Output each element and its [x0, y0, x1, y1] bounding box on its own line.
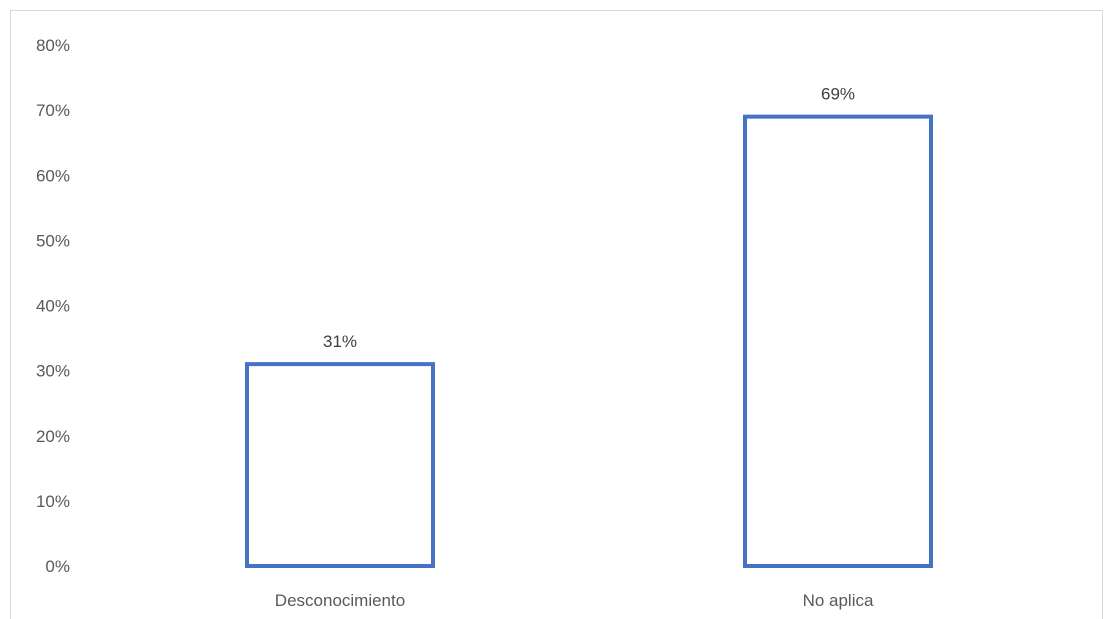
y-tick-label: 20% — [36, 427, 70, 446]
bar — [245, 362, 435, 568]
y-axis-ticks: 0% 10% 20% 30% 40% 50% 60% 70% 80% — [36, 36, 70, 576]
y-tick-label: 70% — [36, 101, 70, 120]
category-label: Desconocimiento — [275, 591, 405, 610]
y-tick-label: 30% — [36, 362, 70, 381]
y-tick-label: 0% — [45, 557, 70, 576]
category-label: No aplica — [803, 591, 874, 610]
category-labels: Desconocimiento No aplica — [275, 591, 874, 610]
bar — [743, 114, 933, 568]
y-tick-label: 80% — [36, 36, 70, 55]
data-label: 69% — [821, 85, 855, 104]
y-tick-label: 50% — [36, 231, 70, 250]
chart-frame — [10, 10, 1103, 619]
y-tick-label: 40% — [36, 297, 70, 316]
data-label: 31% — [323, 332, 357, 351]
data-labels: 31% 69% — [323, 85, 855, 351]
y-tick-label: 10% — [36, 492, 70, 511]
y-tick-label: 60% — [36, 166, 70, 185]
bars — [245, 114, 933, 568]
